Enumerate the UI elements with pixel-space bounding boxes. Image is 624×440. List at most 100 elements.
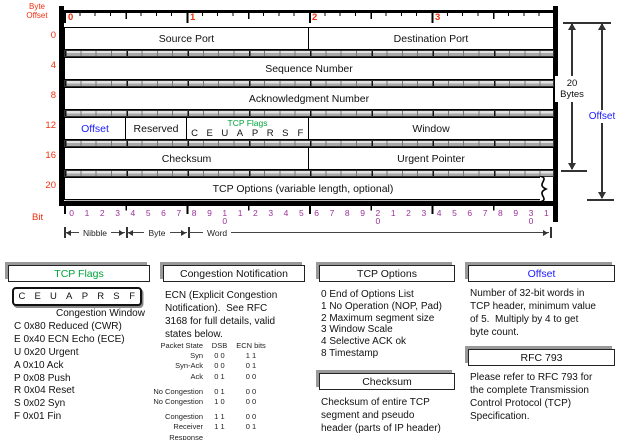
20-bytes-annotation: 20 Bytes (555, 76, 589, 102)
panel-title-tcp-flags: TCP Flags (8, 265, 150, 282)
row-offset-label: 4 (50, 60, 56, 71)
top-ruler-ticks (64, 12, 554, 23)
scale-end-bar (126, 227, 128, 238)
field-label: Reserved (133, 122, 179, 135)
bit-number: 3 (268, 208, 274, 218)
bit-number: 2 (406, 208, 411, 218)
flag-definition: A 0x10 Ack (14, 359, 64, 371)
field-source-port: Source Port (65, 28, 309, 49)
field-destination-port: Destination Port (309, 28, 553, 49)
row-offset-label: 16 (45, 150, 56, 161)
field-label: Acknowledgment Number (248, 92, 370, 105)
flag-letter: S (282, 127, 289, 139)
field-acknowledgment-number: Acknowledgment Number (65, 88, 553, 109)
bit-number: 2 (253, 208, 258, 218)
bit-number: 1 (390, 208, 396, 218)
ecn-header-dsb: DSB (211, 341, 228, 350)
ecn-table-row: Ack 0 1 0 0 (190, 371, 257, 381)
flag-definition: C 0x80 Reduced (CWR) (14, 320, 122, 332)
ecn-group-congestion: Congestion 1 1 0 0 Receiver Response 1 1… (150, 412, 270, 440)
panel-title-rfc-793: RFC 793 (468, 349, 615, 366)
panel-title-tcp-options: TCP Options (319, 265, 455, 282)
row-tcp-options: TCP Options (variable length, optional) (64, 177, 541, 200)
byte-offset-axis-label: Byte Offset (26, 2, 48, 20)
bit-number: 9 (360, 208, 365, 218)
flag-letter: U (49, 291, 57, 302)
field-sequence-number: Sequence Number (65, 58, 553, 79)
field-label: Destination Port (393, 32, 469, 45)
bit-number: 7 (176, 208, 182, 218)
word-span: Word (189, 227, 549, 238)
measure-cap-top (563, 22, 611, 24)
field-label: Window (412, 122, 450, 135)
flag-definition: S 0x02 Syn (14, 398, 66, 410)
bit-number: 4 (130, 208, 136, 218)
bit-number: 4 (436, 208, 442, 218)
measure-cap-20bytes (561, 170, 587, 172)
bit-number: 3 (421, 208, 427, 218)
bit-number: 9 (513, 208, 519, 218)
bit-number: 8 (191, 208, 197, 218)
field-checksum: Checksum (65, 148, 309, 169)
flag-letter: A (236, 127, 244, 139)
bit-number: 4 (283, 208, 289, 218)
nibble-span: Nibble (65, 227, 125, 238)
tcp-option-item: 0 End of Options List (321, 289, 414, 300)
ecn-table-row: Syn-Ack 0 0 0 1 (175, 361, 257, 371)
row-offset-label: 20 (45, 180, 56, 191)
checksum-paragraph: Checksum of entire TCP segment and pseud… (321, 397, 441, 434)
flag-letter: C (18, 291, 26, 302)
ecn-table-header: Packet State DSB ECN bits (150, 341, 270, 351)
flag-letter: A (65, 291, 73, 302)
ecn-header-ecn-bits: ECN bits (236, 341, 266, 350)
right-axis-bar (553, 6, 558, 222)
field-reserved: Reserved (126, 118, 187, 139)
bit-number: 7 (482, 208, 488, 218)
bit-number: 0 (69, 208, 75, 218)
flag-letter: R (266, 127, 274, 139)
flag-letter: C (191, 127, 198, 139)
tcp-flags-label: TCP Flags (227, 117, 268, 128)
tcp-options-list: 0 End of Options List 1 No Operation (NOP… (321, 289, 442, 360)
bit-number: 1 (543, 208, 549, 218)
scale-end-bar (188, 227, 190, 238)
offset-annotation: Offset (580, 110, 624, 123)
word-label: Word (203, 227, 232, 238)
field-window: Window (309, 118, 553, 139)
tcp-option-item: 4 Selective ACK ok (321, 336, 407, 348)
ruler-number: 1 (190, 12, 196, 23)
row-acknowledgment: Acknowledgment Number (64, 87, 554, 110)
ecn-table-row: Receiver Response 1 1 0 1 (169, 422, 257, 440)
tcp-option-item: 2 Maximum segment size (321, 312, 435, 324)
row-ports: Source Port Destination Port (64, 27, 554, 50)
flag-definition: R 0x04 Reset (14, 385, 75, 397)
nibble-label: Nibble (78, 227, 112, 238)
ecn-states-table: Packet State DSB ECN bits Syn 0 0 1 1 Sy… (150, 341, 270, 440)
ecn-table-row: Syn 0 0 1 1 (190, 351, 257, 361)
flag-letter: E (206, 127, 213, 139)
flag-letter: P (251, 127, 259, 139)
congestion-paragraph: ECN (Explicit Congestion Notification). … (165, 290, 278, 340)
ecn-table-row: No Congestion 0 1 0 0 (153, 386, 257, 396)
bit-number: 3 0 (528, 208, 534, 226)
flag-letter: E (34, 291, 41, 302)
offset-paragraph: Number of 32-bit words in TCP header, mi… (470, 288, 596, 338)
ecn-header-packet-state: Packet State (160, 341, 203, 350)
field-label: Checksum (161, 152, 212, 165)
bit-number: 7 (329, 208, 335, 218)
ruler-number: 3 (435, 12, 441, 23)
bit-number: 6 (467, 208, 473, 218)
flag-definition: U 0x20 Urgent (14, 346, 79, 358)
rfc-paragraph: Please refer to RFC 793 for the complete… (470, 372, 593, 422)
panel-title-offset: Offset (468, 265, 615, 282)
row-offset-label: 8 (50, 90, 56, 101)
bit-number: 5 (298, 208, 304, 218)
field-urgent-pointer: Urgent Pointer (309, 148, 553, 169)
flag-letter: U (221, 127, 229, 139)
ecn-table-row: Congestion 1 1 0 0 (165, 412, 257, 422)
